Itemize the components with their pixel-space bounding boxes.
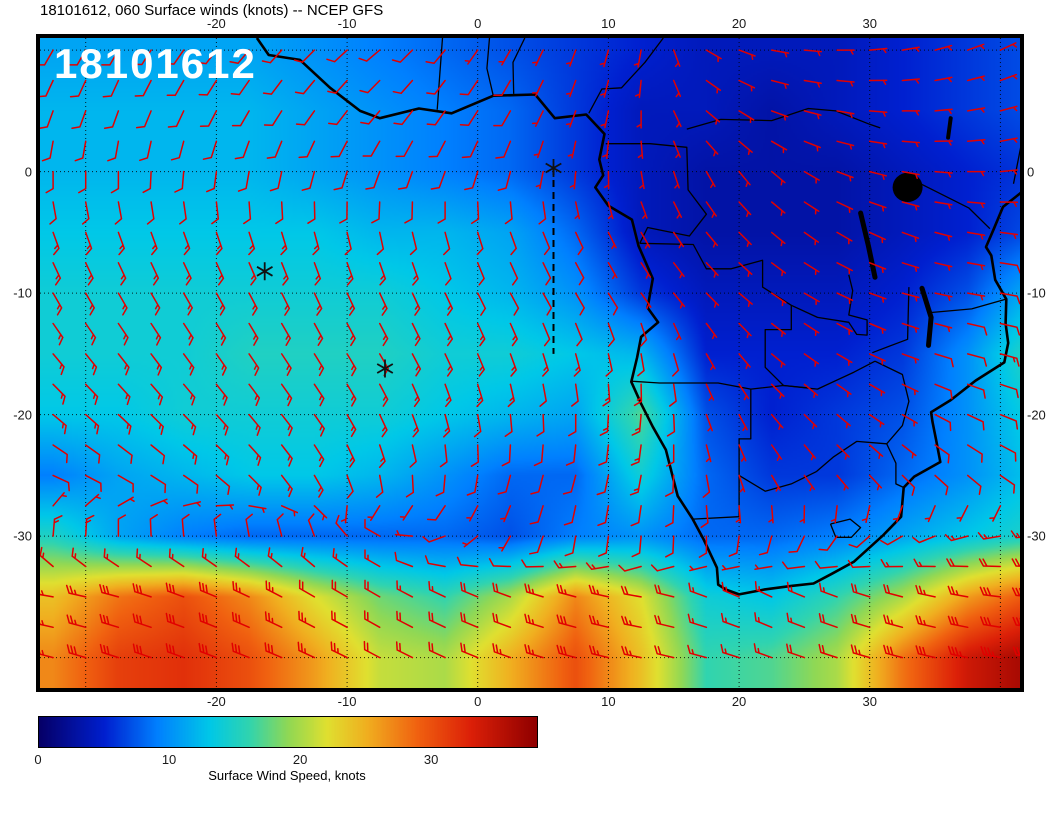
waypoint-marker bbox=[545, 159, 562, 177]
country-border bbox=[815, 440, 887, 473]
lon-tick-label: -10 bbox=[337, 16, 357, 31]
lat-tick-label: -20 bbox=[1027, 407, 1046, 423]
run-timestamp-label: 18101612 bbox=[54, 40, 257, 87]
lat-tick-label: 0 bbox=[24, 164, 32, 180]
lon-tick-label: 30 bbox=[862, 694, 877, 709]
lon-tick-label: 10 bbox=[601, 16, 616, 31]
waypoint-marker bbox=[256, 262, 273, 281]
lat-tick-label: -20 bbox=[13, 407, 32, 423]
lat-tick-label: -10 bbox=[13, 285, 32, 301]
country-border bbox=[512, 38, 526, 94]
lake-tanganyika bbox=[858, 210, 878, 280]
lon-tick-label: 20 bbox=[731, 16, 747, 31]
country-border bbox=[605, 143, 708, 244]
country-border bbox=[874, 360, 910, 445]
lon-tick-label: 30 bbox=[862, 16, 877, 31]
lon-tick-label: -10 bbox=[337, 694, 357, 709]
country-border bbox=[692, 474, 740, 520]
country-border bbox=[764, 305, 792, 386]
country-border bbox=[791, 274, 868, 336]
wind-barbs bbox=[40, 42, 1020, 659]
colorbar bbox=[38, 716, 538, 748]
country-border bbox=[486, 38, 495, 97]
country-border bbox=[686, 107, 881, 130]
colorbar-tick-label: 0 bbox=[34, 752, 42, 767]
country-border bbox=[588, 38, 664, 114]
colorbar-tick-label: 20 bbox=[292, 752, 308, 767]
lat-tick-label: -30 bbox=[13, 528, 32, 544]
country-border bbox=[639, 242, 792, 306]
country-border bbox=[738, 389, 752, 475]
wind-speed-heatmap bbox=[40, 38, 1020, 688]
lon-tick-label: -20 bbox=[206, 16, 226, 31]
colorbar-caption: Surface Wind Speed, knots bbox=[208, 768, 366, 783]
lon-tick-label: 10 bbox=[601, 694, 616, 709]
country-border bbox=[829, 518, 862, 538]
country-border bbox=[929, 298, 1006, 314]
lat-tick-label: -10 bbox=[1027, 285, 1046, 301]
lat-tick-label: 0 bbox=[1027, 164, 1035, 180]
lon-tick-label: 0 bbox=[474, 16, 482, 31]
country-border bbox=[872, 287, 910, 354]
country-border bbox=[1012, 147, 1020, 184]
country-border bbox=[631, 380, 809, 390]
lon-tick-label: -20 bbox=[206, 694, 226, 709]
country-border bbox=[920, 183, 991, 230]
lake-malawi bbox=[919, 285, 934, 348]
lon-tick-label: 20 bbox=[731, 694, 747, 709]
lake-turkana bbox=[946, 116, 953, 140]
country-border bbox=[886, 443, 904, 489]
colorbar-tick-label: 10 bbox=[161, 752, 177, 767]
lon-tick-label: 0 bbox=[474, 694, 482, 709]
plot-title: 18101612, 060 Surface winds (knots) -- N… bbox=[40, 2, 384, 19]
map-frame bbox=[36, 34, 1024, 692]
colorbar-tick-label: 30 bbox=[423, 752, 439, 767]
country-border bbox=[783, 360, 876, 390]
lat-tick-label: -30 bbox=[1027, 528, 1046, 544]
waypoint-marker bbox=[376, 359, 394, 378]
country-border bbox=[436, 38, 444, 110]
lake-victoria bbox=[892, 172, 923, 202]
africa-coastline bbox=[255, 38, 1020, 596]
